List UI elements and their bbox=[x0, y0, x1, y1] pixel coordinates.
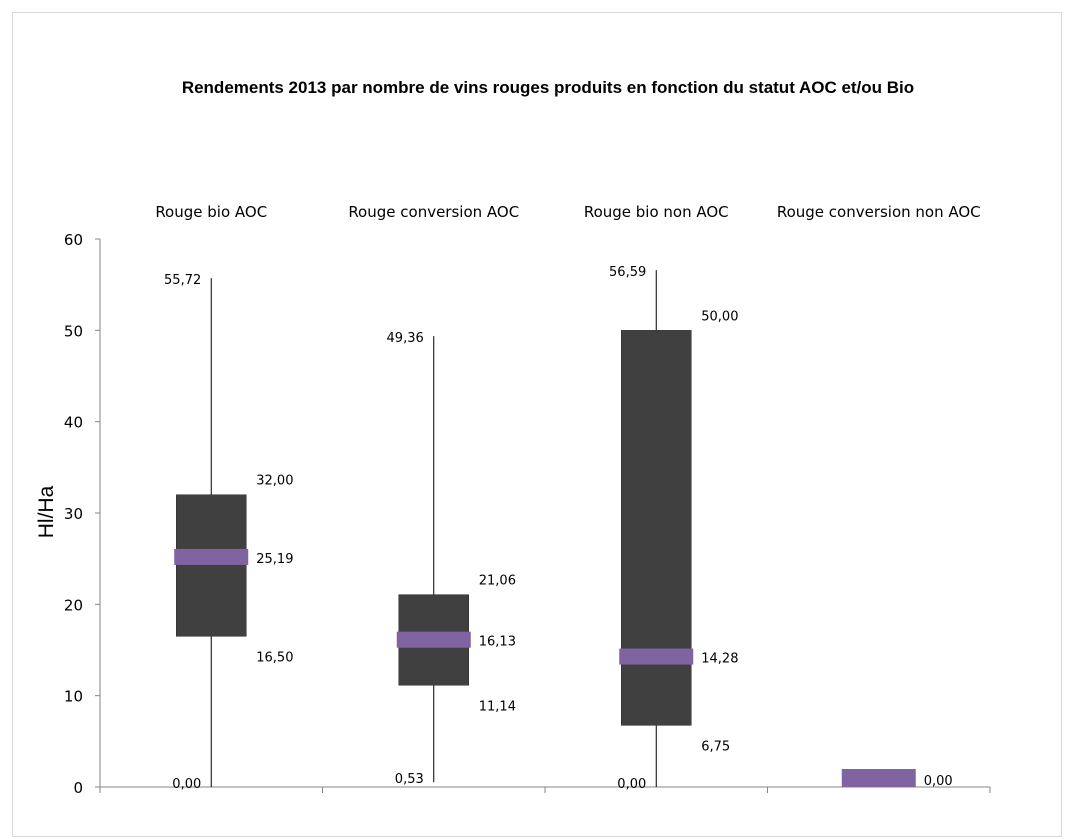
min-label: 0,00 bbox=[617, 777, 646, 792]
y-tick-label: 10 bbox=[64, 688, 83, 706]
q1-label: 6,75 bbox=[701, 739, 730, 754]
median-marker bbox=[174, 548, 249, 565]
q1-label: 16,50 bbox=[256, 650, 293, 665]
interquartile-box bbox=[176, 494, 247, 637]
q3-label: 50,00 bbox=[701, 309, 738, 324]
max-label: 56,59 bbox=[609, 265, 646, 280]
y-tick-label: 0 bbox=[73, 779, 83, 797]
interquartile-box bbox=[621, 330, 692, 726]
category-label: Rouge bio non AOC bbox=[584, 203, 729, 221]
median-label: 0,00 bbox=[924, 774, 953, 789]
q1-label: 11,14 bbox=[479, 699, 516, 714]
chart-title: Rendements 2013 par nombre de vins rouge… bbox=[182, 78, 914, 97]
median-label: 16,13 bbox=[479, 635, 516, 650]
y-tick-label: 40 bbox=[64, 414, 83, 432]
chart-frame bbox=[12, 12, 1062, 837]
min-label: 0,00 bbox=[172, 777, 201, 792]
median-marker bbox=[619, 648, 694, 665]
q3-label: 21,06 bbox=[479, 574, 516, 589]
y-tick-label: 20 bbox=[64, 596, 83, 614]
box-group: Rouge conversion non AOC 0,00 bbox=[777, 203, 981, 789]
box-group: Rouge bio AOC 55,72 32,00 25,19 16,50 0,00 bbox=[155, 203, 293, 792]
axes: 0 10 20 30 40 50 60 bbox=[64, 231, 991, 797]
median-label: 14,28 bbox=[701, 652, 738, 667]
median-marker bbox=[396, 631, 471, 648]
y-axis-label: Hl/Ha bbox=[35, 485, 58, 538]
median-marker bbox=[841, 769, 916, 787]
max-label: 49,36 bbox=[387, 331, 424, 346]
category-label: Rouge conversion non AOC bbox=[777, 203, 981, 221]
y-tick-label: 60 bbox=[64, 231, 83, 249]
max-label: 55,72 bbox=[164, 273, 201, 288]
chart-marks: Rouge bio AOC55,7232,0025,1916,500,00Rou… bbox=[155, 203, 980, 792]
category-label: Rouge conversion AOC bbox=[348, 203, 519, 221]
q3-label: 32,00 bbox=[256, 474, 293, 489]
median-label: 25,19 bbox=[256, 552, 293, 567]
box-group: Rouge bio non AOC 56,59 50,00 14,28 6,75 0,00 bbox=[584, 203, 739, 792]
y-tick-label: 30 bbox=[64, 505, 83, 523]
box-group: Rouge conversion AOC 49,36 21,06 16,13 11,14… bbox=[348, 203, 519, 787]
min-label: 0,53 bbox=[395, 772, 424, 787]
y-tick-label: 50 bbox=[64, 322, 83, 340]
category-label: Rouge bio AOC bbox=[155, 203, 267, 221]
